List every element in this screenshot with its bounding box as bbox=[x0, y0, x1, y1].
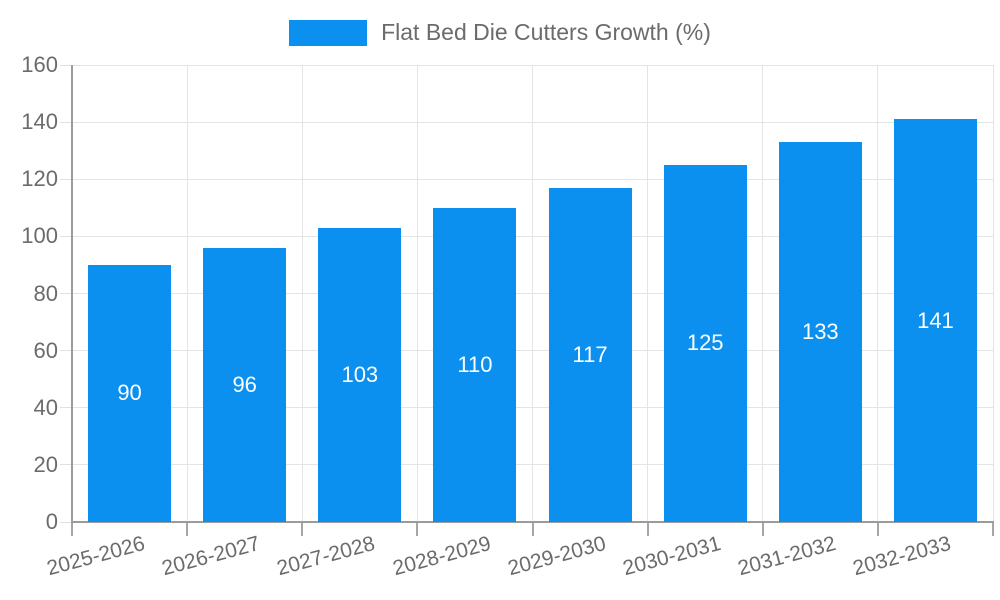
x-axis-tick bbox=[761, 523, 764, 536]
y-axis-tick bbox=[60, 235, 72, 237]
gridline-vertical bbox=[301, 65, 303, 522]
bar: 125 bbox=[663, 164, 747, 522]
x-axis-tick bbox=[876, 523, 879, 536]
bar: 110 bbox=[433, 207, 517, 522]
x-axis-label: 2029-2030 bbox=[505, 532, 609, 581]
y-axis-line bbox=[71, 65, 73, 536]
y-axis-label: 100 bbox=[21, 223, 58, 249]
y-axis-label: 0 bbox=[45, 509, 58, 534]
x-axis-tick bbox=[992, 523, 994, 536]
bar: 96 bbox=[203, 247, 287, 522]
legend[interactable]: Flat Bed Die Cutters Growth (%) bbox=[0, 19, 1000, 46]
bar-value-label: 96 bbox=[232, 371, 257, 397]
plot-area: 0 20 40 60 80 100 120 140 160 90 96 103 110 117 125 133… bbox=[21, 52, 994, 580]
x-axis-tick bbox=[416, 523, 419, 536]
y-axis-tick bbox=[60, 350, 72, 352]
x-axis-label: 2032-2033 bbox=[850, 532, 954, 581]
gridline-vertical bbox=[532, 65, 533, 522]
y-axis-label: 140 bbox=[21, 109, 58, 135]
x-axis-tick bbox=[71, 523, 73, 536]
gridline-vertical bbox=[877, 65, 879, 522]
bar-value-label: 141 bbox=[917, 307, 954, 333]
bar: 103 bbox=[318, 227, 402, 522]
bar-value-label: 103 bbox=[341, 361, 379, 387]
legend-label: Flat Bed Die Cutters Growth (%) bbox=[381, 19, 711, 45]
y-axis-tick bbox=[60, 64, 72, 66]
bar-value-label: 90 bbox=[117, 380, 142, 406]
y-axis-tick bbox=[60, 178, 72, 180]
bar-value-label: 110 bbox=[457, 351, 493, 377]
x-axis-label: 2025-2026 bbox=[44, 532, 148, 581]
x-axis-tick bbox=[531, 523, 534, 536]
x-axis-label: 2031-2032 bbox=[735, 532, 839, 581]
y-axis-label: 60 bbox=[33, 337, 58, 363]
bar-value-label: 117 bbox=[572, 341, 608, 367]
bar-value-label: 133 bbox=[801, 319, 839, 345]
y-axis-label: 40 bbox=[33, 394, 58, 420]
x-axis-tick bbox=[186, 523, 189, 536]
y-axis-tick bbox=[60, 521, 72, 523]
bar: 90 bbox=[88, 264, 172, 522]
y-axis-tick bbox=[60, 121, 72, 123]
y-axis-label: 160 bbox=[21, 52, 58, 77]
bar: 133 bbox=[778, 142, 862, 522]
y-axis-label: 120 bbox=[21, 166, 58, 192]
x-axis-label: 2027-2028 bbox=[274, 532, 378, 581]
x-axis-label: 2026-2027 bbox=[159, 532, 263, 581]
x-axis-label: 2028-2029 bbox=[389, 532, 493, 581]
x-axis-line bbox=[71, 521, 994, 523]
gridline-vertical bbox=[762, 65, 764, 522]
y-axis-tick bbox=[60, 407, 72, 409]
gridline-vertical bbox=[647, 65, 649, 522]
bar: 117 bbox=[548, 187, 632, 522]
y-axis-label: 20 bbox=[33, 451, 58, 477]
gridline-vertical bbox=[416, 65, 418, 522]
y-axis-label: 80 bbox=[33, 280, 58, 306]
y-axis-tick bbox=[60, 464, 72, 466]
gridline-vertical bbox=[992, 65, 994, 522]
gridline-vertical bbox=[186, 65, 188, 522]
x-axis-tick bbox=[646, 523, 649, 536]
x-axis-tick bbox=[301, 523, 304, 536]
y-axis-tick bbox=[60, 293, 72, 294]
x-axis-label: 2030-2031 bbox=[620, 532, 724, 581]
bar-value-label: 125 bbox=[686, 330, 724, 356]
bar: 141 bbox=[893, 119, 977, 522]
legend-swatch bbox=[289, 19, 368, 46]
